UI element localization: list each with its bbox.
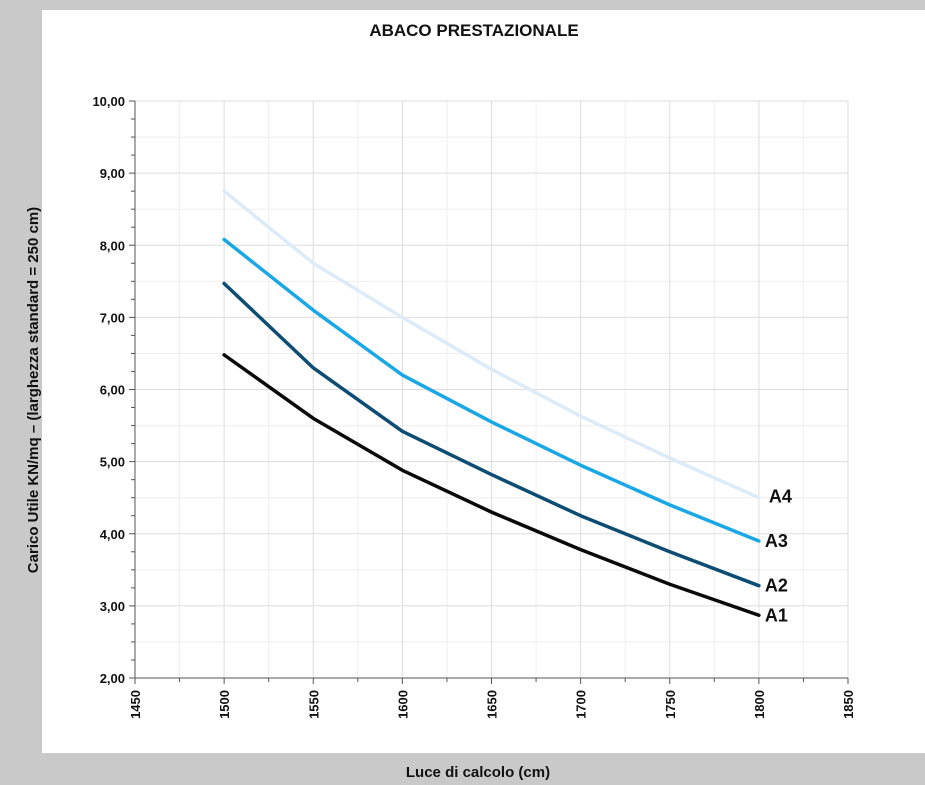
y-tick-label: 3,00 xyxy=(100,599,125,614)
series-line-a4 xyxy=(222,189,761,500)
series-line-a1 xyxy=(222,353,761,618)
y-tick-label: 4,00 xyxy=(100,527,125,542)
x-tick-label: 1450 xyxy=(128,690,143,719)
series-labels: A4 A3 A2 A1 xyxy=(765,487,792,626)
axes xyxy=(129,100,849,684)
x-tick-label: 1850 xyxy=(841,690,856,719)
x-tick-label: 1600 xyxy=(395,690,410,719)
y-tick-label: 10,00 xyxy=(92,94,125,109)
series-line-a2 xyxy=(222,281,761,588)
y-tick-label: 7,00 xyxy=(100,310,125,325)
chart: 2,00 3,00 4,00 5,00 6,00 7,00 8,00 9,00 10,00 145… xyxy=(92,21,856,719)
y-tick-label: 6,00 xyxy=(100,383,125,398)
series-label-a4: A4 xyxy=(769,487,792,507)
x-tick-label: 1650 xyxy=(485,690,500,719)
x-tick-label: 1700 xyxy=(574,690,589,719)
series-label-a3: A3 xyxy=(765,531,788,551)
chart-title: ABACO PRESTAZIONALE xyxy=(369,21,578,40)
x-tick-label: 1750 xyxy=(663,690,678,719)
series-layer xyxy=(222,189,761,618)
series-label-a1: A1 xyxy=(765,605,788,625)
x-axis-label: Luce di calcolo (cm) xyxy=(406,764,550,781)
plot-panel: 2,00 3,00 4,00 5,00 6,00 7,00 8,00 9,00 10,00 145… xyxy=(42,10,925,753)
major-gridlines xyxy=(135,100,849,678)
y-tick-label: 5,00 xyxy=(100,455,125,470)
y-axis-title: Carico Utile KN/mq – (larghezza standard… xyxy=(25,207,42,573)
y-tick-label: 8,00 xyxy=(100,238,125,253)
y-tick-label: 2,00 xyxy=(100,671,125,686)
x-tick-label: 1500 xyxy=(217,690,232,719)
series-line-a3 xyxy=(222,237,761,543)
x-tick-label: 1550 xyxy=(306,690,321,719)
series-label-a2: A2 xyxy=(765,576,788,596)
y-tick-label: 9,00 xyxy=(100,166,125,181)
tick-labels: 2,00 3,00 4,00 5,00 6,00 7,00 8,00 9,00 10,00 145… xyxy=(92,94,856,719)
x-tick-label: 1800 xyxy=(752,690,767,719)
